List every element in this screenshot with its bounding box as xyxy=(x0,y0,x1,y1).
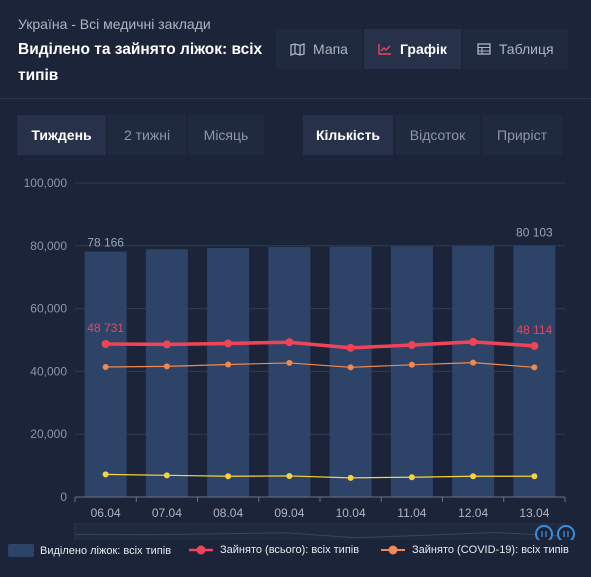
data-point xyxy=(163,363,170,370)
series-line xyxy=(105,362,535,368)
data-point xyxy=(408,474,415,481)
red-line-marker-icon xyxy=(189,545,213,555)
data-point xyxy=(408,361,415,368)
bar xyxy=(513,245,556,497)
data-point xyxy=(286,472,293,479)
x-tick-label: 06.04 xyxy=(91,506,121,520)
map-icon xyxy=(290,42,305,56)
data-point xyxy=(162,340,171,349)
data-point xyxy=(102,364,109,371)
tab-percent[interactable]: Відсоток xyxy=(395,115,480,155)
bar xyxy=(329,246,372,497)
data-point xyxy=(469,337,478,346)
data-point xyxy=(225,473,232,480)
page-title: Виділено та зайнято ліжок: всіх типів xyxy=(18,41,263,84)
data-point xyxy=(470,359,477,366)
tab-month[interactable]: Місяць xyxy=(188,115,264,155)
view-tabs: Мапа Графік Таблиця xyxy=(276,29,568,69)
tab-map[interactable]: Мапа xyxy=(276,29,362,69)
data-point xyxy=(347,364,354,371)
chart-legend: Виділено ліжок: всіх типів Зайнято (всьо… xyxy=(0,540,591,577)
zoom-slider-track xyxy=(74,523,566,540)
data-point xyxy=(470,473,477,480)
table-icon xyxy=(477,43,491,55)
data-label: 78 166 xyxy=(87,236,124,250)
data-point xyxy=(346,343,355,352)
bar xyxy=(207,247,250,497)
zoom-handle-left[interactable] xyxy=(535,525,553,540)
legend-item-occupied-total[interactable]: Зайнято (всього): всіх типів xyxy=(188,544,359,556)
metric-tabs: Кількість Відсоток Приріст xyxy=(303,115,562,155)
series-line xyxy=(105,340,535,350)
tab-week[interactable]: Тиждень xyxy=(17,115,106,155)
data-label: 80 103 xyxy=(516,225,553,239)
y-tick-label: 100,000 xyxy=(24,176,68,190)
x-tick-label: 12.04 xyxy=(458,506,488,520)
tab-map-label: Мапа xyxy=(313,41,348,57)
data-point xyxy=(224,339,233,348)
y-tick-label: 20,000 xyxy=(30,427,67,441)
line-chart-icon xyxy=(378,44,391,55)
data-point xyxy=(163,472,170,479)
data-point xyxy=(285,338,294,347)
x-tick-label: 11.04 xyxy=(397,506,426,520)
data-point xyxy=(407,341,416,350)
x-tick-label: 07.04 xyxy=(152,506,182,520)
data-label: 48 114 xyxy=(516,323,552,337)
data-point xyxy=(286,359,293,366)
x-tick-label: 13.04 xyxy=(519,506,549,520)
tab-chart-label: Графік xyxy=(399,41,447,57)
tab-table[interactable]: Таблиця xyxy=(462,29,568,69)
x-tick-label: 08.04 xyxy=(213,506,243,520)
tab-count[interactable]: Кількість xyxy=(303,115,393,155)
tab-chart[interactable]: Графік xyxy=(363,29,461,69)
y-tick-label: 60,000 xyxy=(30,302,67,316)
data-label: 48 731 xyxy=(87,321,124,335)
data-point xyxy=(102,471,109,478)
data-point xyxy=(531,364,538,371)
beds-chart: 0 20,000 40,000 60,000 80,000 100,000 78 166 80… xyxy=(24,176,575,540)
data-point xyxy=(530,341,539,350)
legend-item-allocated[interactable]: Виділено ліжок: всіх типів xyxy=(8,544,171,557)
bar xyxy=(145,249,188,497)
x-tick-label: 10.04 xyxy=(336,506,366,520)
orange-line-marker-icon xyxy=(381,545,405,555)
y-tick-label: 40,000 xyxy=(30,364,67,378)
header: Україна - Всі медичні заклади Виділено т… xyxy=(0,0,591,99)
legend-label-allocated: Виділено ліжок: всіх типів xyxy=(40,544,172,557)
data-point xyxy=(531,473,538,480)
legend-item-occupied-covid[interactable]: Зайнято (COVID-19): всіх типів xyxy=(380,544,569,556)
bar xyxy=(452,246,495,497)
bar-swatch-icon xyxy=(8,544,34,557)
y-tick-label: 0 xyxy=(60,490,67,504)
y-tick-label: 80,000 xyxy=(30,239,67,253)
zoom-slider-preview xyxy=(74,531,566,539)
bar xyxy=(84,251,127,497)
legend-label-occupied-total: Зайнято (всього): всіх типів xyxy=(220,544,360,556)
series-line xyxy=(105,473,535,479)
bar xyxy=(390,246,433,497)
tab-table-label: Таблиця xyxy=(498,41,554,57)
breadcrumb: Україна - Всі медичні заклади xyxy=(18,16,211,32)
data-point xyxy=(225,361,232,368)
period-tabs: Тиждень 2 тижні Місяць xyxy=(17,115,264,155)
x-tick-label: 09.04 xyxy=(274,506,304,520)
tab-growth[interactable]: Приріст xyxy=(482,115,562,155)
bar xyxy=(268,247,311,497)
data-point xyxy=(347,474,354,481)
tab-two-weeks[interactable]: 2 тижні xyxy=(108,115,186,155)
data-point xyxy=(101,339,110,348)
legend-label-occupied-covid: Зайнято (COVID-19): всіх типів xyxy=(412,544,569,556)
zoom-handle-right[interactable] xyxy=(557,525,575,540)
